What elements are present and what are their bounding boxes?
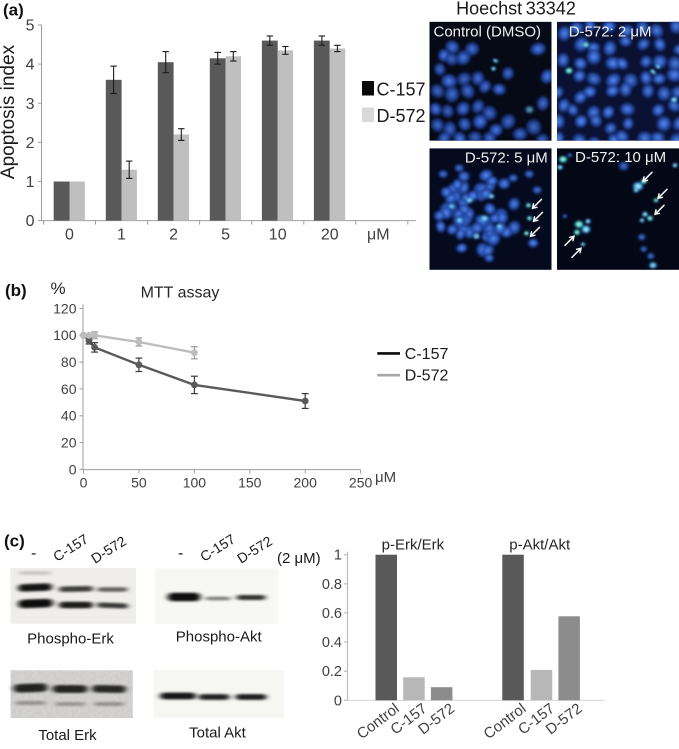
svg-text:80: 80	[61, 354, 77, 370]
svg-text:0.8: 0.8	[322, 577, 342, 593]
svg-text:5: 5	[221, 227, 230, 244]
svg-text:0.4: 0.4	[322, 635, 342, 651]
svg-text:120: 120	[53, 300, 77, 316]
svg-text:C-157: C-157	[50, 531, 91, 565]
svg-text:(c): (c)	[4, 532, 25, 551]
svg-text:200: 200	[294, 475, 318, 491]
svg-text:100: 100	[183, 475, 207, 491]
svg-text:0: 0	[334, 693, 342, 709]
svg-text:C-157: C-157	[197, 531, 238, 565]
svg-text:Total Erk: Total Erk	[38, 727, 97, 744]
svg-text:2: 2	[169, 227, 178, 244]
svg-text:%: %	[51, 279, 66, 298]
svg-text:D-572: 10 μM: D-572: 10 μM	[575, 149, 666, 166]
svg-text:0: 0	[69, 461, 77, 477]
svg-text:0: 0	[65, 227, 74, 244]
svg-text:100: 100	[53, 327, 77, 343]
svg-text:10: 10	[269, 227, 287, 244]
svg-text:D-572: D-572	[377, 106, 426, 126]
svg-text:250: 250	[349, 475, 373, 491]
svg-text:p-Erk/Erk: p-Erk/Erk	[382, 536, 445, 553]
svg-text:Phospho-Akt: Phospho-Akt	[176, 629, 263, 646]
svg-text:1: 1	[26, 174, 35, 191]
svg-text:μM: μM	[367, 227, 390, 244]
svg-text:D-572: 2 μM: D-572: 2 μM	[569, 24, 652, 41]
svg-text:1: 1	[117, 227, 126, 244]
svg-text:p-Akt/Akt: p-Akt/Akt	[509, 536, 571, 553]
svg-text:-: -	[31, 545, 36, 562]
svg-text:20: 20	[61, 435, 77, 451]
svg-text:D-572: 5 μM: D-572: 5 μM	[465, 150, 548, 167]
svg-text:C-157: C-157	[377, 80, 426, 100]
svg-text:C-157: C-157	[405, 346, 449, 363]
svg-text:0.2: 0.2	[322, 664, 342, 680]
svg-text:20: 20	[321, 227, 339, 244]
svg-text:(2 μM): (2 μM)	[277, 550, 321, 567]
svg-text:5: 5	[26, 18, 35, 35]
svg-text:Apoptosis index: Apoptosis index	[0, 44, 19, 179]
svg-text:μM: μM	[375, 469, 396, 486]
svg-text:Phospho-Erk: Phospho-Erk	[27, 631, 114, 648]
svg-text:Total Akt: Total Akt	[189, 725, 247, 742]
svg-text:3: 3	[26, 96, 35, 113]
svg-text:4: 4	[26, 57, 35, 74]
svg-text:D-572: D-572	[405, 368, 449, 385]
svg-text:0: 0	[80, 475, 88, 491]
svg-text:2: 2	[26, 135, 35, 152]
svg-text:150: 150	[238, 475, 262, 491]
svg-text:40: 40	[61, 408, 77, 424]
svg-text:0: 0	[26, 213, 35, 230]
svg-text:-: -	[178, 545, 183, 562]
svg-text:1: 1	[334, 548, 342, 564]
svg-text:D-572: D-572	[88, 533, 129, 567]
svg-text:D-572: D-572	[234, 533, 275, 567]
svg-text:Hoechst 33342: Hoechst 33342	[456, 0, 576, 19]
svg-text:50: 50	[131, 475, 147, 491]
svg-text:MTT assay: MTT assay	[141, 285, 220, 302]
svg-text:60: 60	[61, 381, 77, 397]
svg-text:(a): (a)	[3, 1, 24, 20]
svg-text:(b): (b)	[5, 281, 27, 300]
svg-text:0.6: 0.6	[322, 606, 342, 622]
svg-text:Control (DMSO): Control (DMSO)	[434, 23, 542, 40]
